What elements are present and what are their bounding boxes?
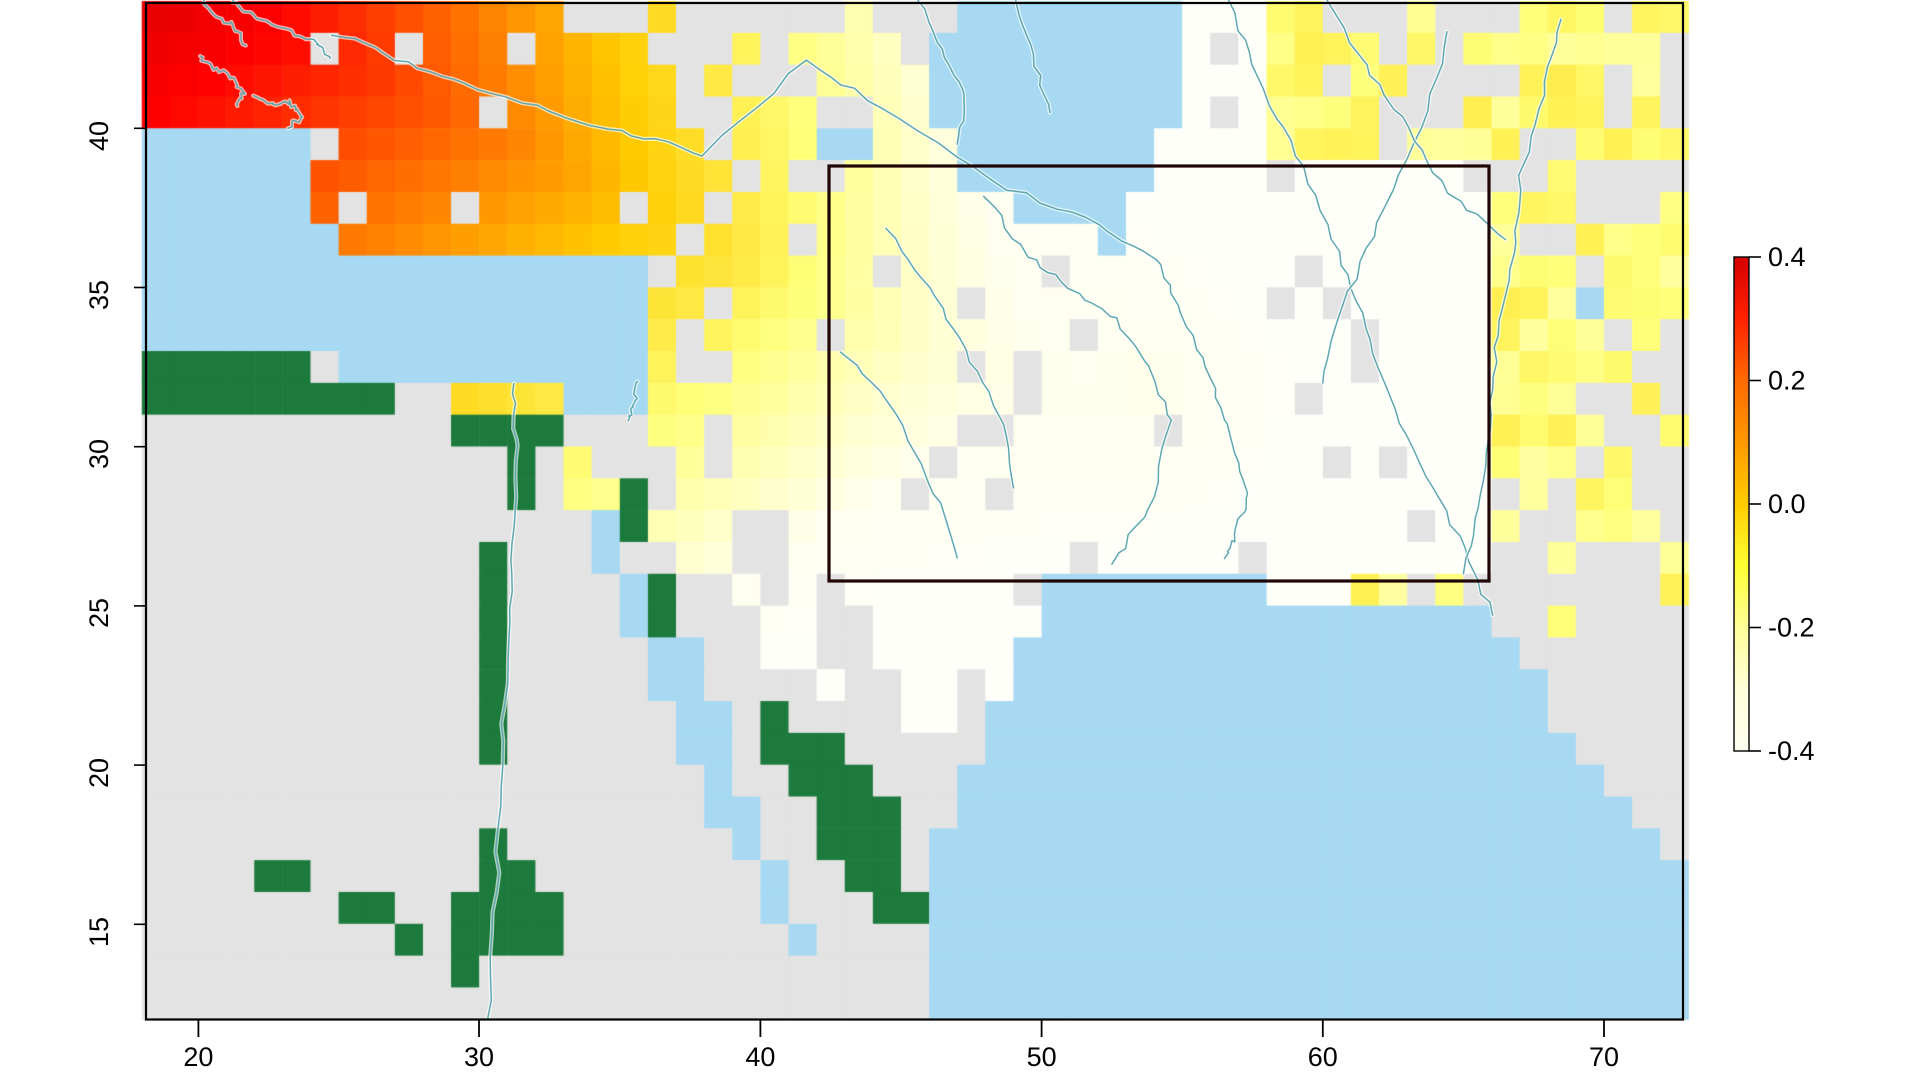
svg-text:0.0: 0.0: [1768, 489, 1806, 519]
svg-text:70: 70: [1589, 1042, 1619, 1072]
svg-text:35: 35: [84, 280, 114, 310]
svg-text:-0.4: -0.4: [1768, 736, 1815, 766]
svg-text:40: 40: [745, 1042, 775, 1072]
svg-text:15: 15: [84, 917, 114, 947]
svg-text:-0.2: -0.2: [1768, 613, 1815, 643]
svg-text:60: 60: [1308, 1042, 1338, 1072]
svg-text:30: 30: [84, 439, 114, 469]
svg-text:30: 30: [464, 1042, 494, 1072]
svg-text:40: 40: [84, 121, 114, 151]
svg-text:25: 25: [84, 598, 114, 628]
svg-text:20: 20: [84, 758, 114, 788]
svg-text:0.2: 0.2: [1768, 366, 1806, 396]
svg-text:20: 20: [183, 1042, 213, 1072]
svg-text:50: 50: [1027, 1042, 1057, 1072]
svg-text:0.4: 0.4: [1768, 242, 1806, 272]
